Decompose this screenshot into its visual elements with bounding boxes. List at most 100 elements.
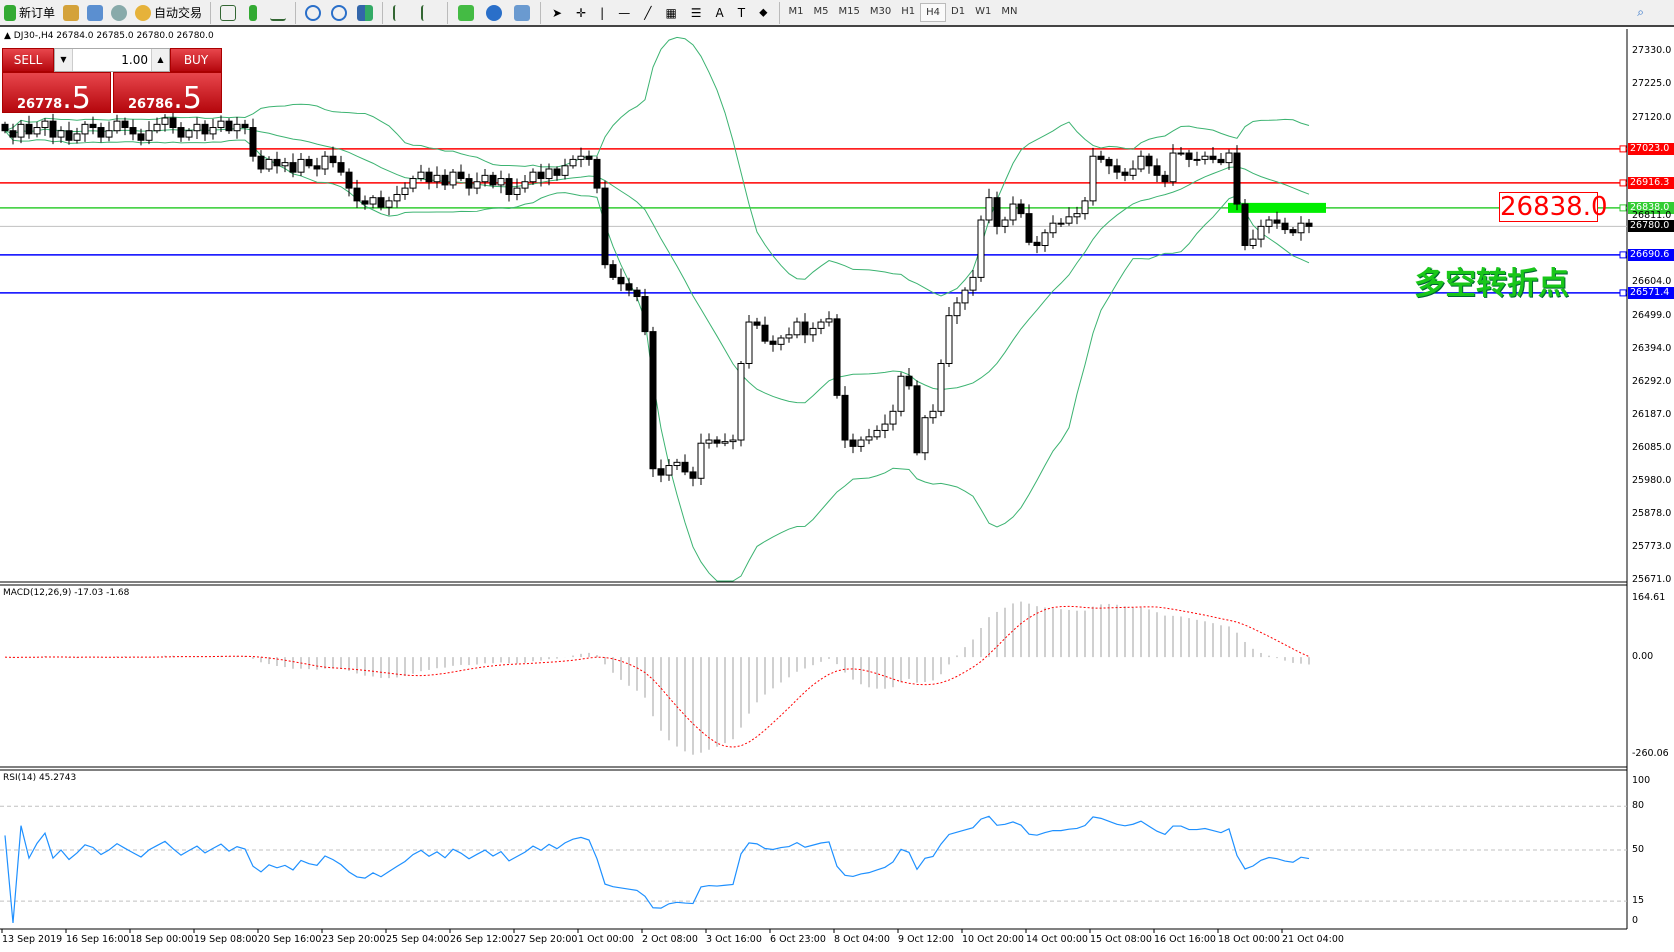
candle-body xyxy=(169,117,177,129)
timeframe-d1[interactable]: D1 xyxy=(951,6,966,17)
timeframe-m1[interactable]: M1 xyxy=(788,6,804,17)
macd-signal-line xyxy=(4,605,1310,748)
candle-body xyxy=(1297,222,1305,234)
periods-icon[interactable] xyxy=(486,4,503,21)
trendline-icon[interactable]: ╱ xyxy=(644,5,652,20)
candle-body xyxy=(305,158,313,167)
level-handle xyxy=(1619,179,1627,187)
candle-body xyxy=(25,123,33,135)
time-label: 26 Sep 12:00 xyxy=(450,934,514,945)
candle-body xyxy=(89,123,97,129)
tile-windows-icon[interactable] xyxy=(357,4,374,21)
candle-body xyxy=(777,337,785,345)
candle-body xyxy=(353,187,361,202)
horizontal-line-icon[interactable]: — xyxy=(618,5,631,20)
vertical-line-icon[interactable]: | xyxy=(600,5,605,20)
candle-body xyxy=(1177,152,1185,155)
timeframe-h4[interactable]: H4 xyxy=(920,3,947,22)
lot-stepper[interactable]: ▼ 1.00 ▲ xyxy=(54,48,170,72)
candle-body xyxy=(553,168,561,176)
auto-trading-button[interactable]: 自动交易 xyxy=(131,1,206,25)
candle-body xyxy=(905,375,913,387)
candle-body xyxy=(609,264,617,278)
timeframe-m15[interactable]: M15 xyxy=(838,6,860,17)
terminal-icon[interactable] xyxy=(87,4,104,21)
text-icon[interactable]: A xyxy=(715,5,724,20)
lot-input[interactable]: 1.00 xyxy=(73,49,151,71)
candle-body xyxy=(849,439,857,447)
candle-body xyxy=(593,158,601,189)
candle-body xyxy=(1145,155,1153,167)
price-tick: 27330.0 xyxy=(1632,45,1672,56)
cursor-icon[interactable]: ➤ xyxy=(552,5,563,20)
candle-body xyxy=(1265,219,1273,227)
candle-body xyxy=(185,130,193,138)
zoom-in-icon[interactable] xyxy=(305,4,322,21)
candle-body xyxy=(137,133,145,141)
search-icon[interactable]: ⌕ xyxy=(1637,5,1644,19)
timeframe-m30[interactable]: M30 xyxy=(869,6,892,17)
arrows-icon[interactable]: ⬥ xyxy=(759,5,768,19)
level-handle xyxy=(1619,289,1627,297)
fibonacci-icon[interactable]: ☰ xyxy=(690,5,702,20)
signals-icon[interactable] xyxy=(111,4,128,21)
line-chart-icon[interactable] xyxy=(270,5,287,21)
annotation-text[interactable]: 多空转折点 xyxy=(1414,266,1569,302)
new-order-button[interactable]: 新订单 xyxy=(0,1,59,25)
candle-body xyxy=(1065,216,1073,224)
candle-body xyxy=(569,158,577,167)
auto-scroll-icon[interactable] xyxy=(393,4,409,21)
indicators-icon[interactable] xyxy=(458,4,475,21)
annotation-price-label[interactable]: 26838.0 xyxy=(1499,192,1608,222)
candle-body xyxy=(945,315,953,364)
zoom-out-icon[interactable] xyxy=(331,4,348,21)
time-label: 18 Oct 00:00 xyxy=(1218,934,1280,945)
candle-body xyxy=(273,158,281,167)
divider xyxy=(295,1,297,24)
timeframe-mn[interactable]: MN xyxy=(1001,6,1018,17)
candle-body xyxy=(1153,165,1161,176)
candle-body xyxy=(209,127,217,135)
chart-ohlc: DJ30-,H4 26784.0 26785.0 26780.0 26780.0 xyxy=(13,31,214,41)
candle-body xyxy=(473,181,481,189)
chart-canvas[interactable] xyxy=(0,29,1674,952)
candle-body xyxy=(1089,155,1097,202)
crosshair-icon[interactable]: ✛ xyxy=(576,5,587,20)
candle-body xyxy=(977,219,985,278)
divider xyxy=(382,1,384,24)
bollinger-lower xyxy=(4,130,1310,582)
candle-body xyxy=(785,334,793,339)
templates-icon[interactable] xyxy=(514,4,531,21)
history-icon[interactable] xyxy=(63,4,80,21)
time-label: 13 Sep 2019 xyxy=(2,934,63,945)
time-label: 14 Oct 00:00 xyxy=(1026,934,1088,945)
candle-body xyxy=(1129,168,1137,176)
candle-body xyxy=(793,321,801,336)
time-label: 16 Sep 16:00 xyxy=(66,934,130,945)
buy-button[interactable]: BUY xyxy=(170,48,222,72)
candle-body xyxy=(1201,155,1209,160)
timeframe-w1[interactable]: W1 xyxy=(975,6,992,17)
timeframe-h1[interactable]: H1 xyxy=(901,6,916,17)
chart-shift-icon[interactable] xyxy=(421,4,437,21)
bar-chart-icon[interactable] xyxy=(220,4,237,21)
price-tick: 25878.0 xyxy=(1632,507,1672,519)
sell-price-button[interactable]: 26778.5 xyxy=(2,72,111,116)
macd-tick: 0.00 xyxy=(1632,651,1654,663)
time-label: 1 Oct 00:00 xyxy=(578,934,634,945)
lot-decrease-button[interactable]: ▼ xyxy=(55,49,73,71)
candle-body xyxy=(537,171,545,180)
buy-price-button[interactable]: 26786.5 xyxy=(113,72,222,116)
equidistant-channel-icon[interactable]: ▦ xyxy=(665,5,677,20)
lot-increase-button[interactable]: ▲ xyxy=(151,49,169,71)
candle-body xyxy=(257,155,265,170)
time-label: 20 Sep 16:00 xyxy=(258,934,322,945)
candle-body xyxy=(865,436,873,441)
sell-button[interactable]: SELL xyxy=(2,48,54,72)
candle-body xyxy=(425,171,433,183)
text-label-icon[interactable]: T xyxy=(737,5,746,20)
timeframe-m5[interactable]: M5 xyxy=(813,6,829,17)
candle-body xyxy=(1001,219,1009,227)
candlestick-icon[interactable] xyxy=(249,4,258,21)
candle-body xyxy=(1257,225,1265,240)
